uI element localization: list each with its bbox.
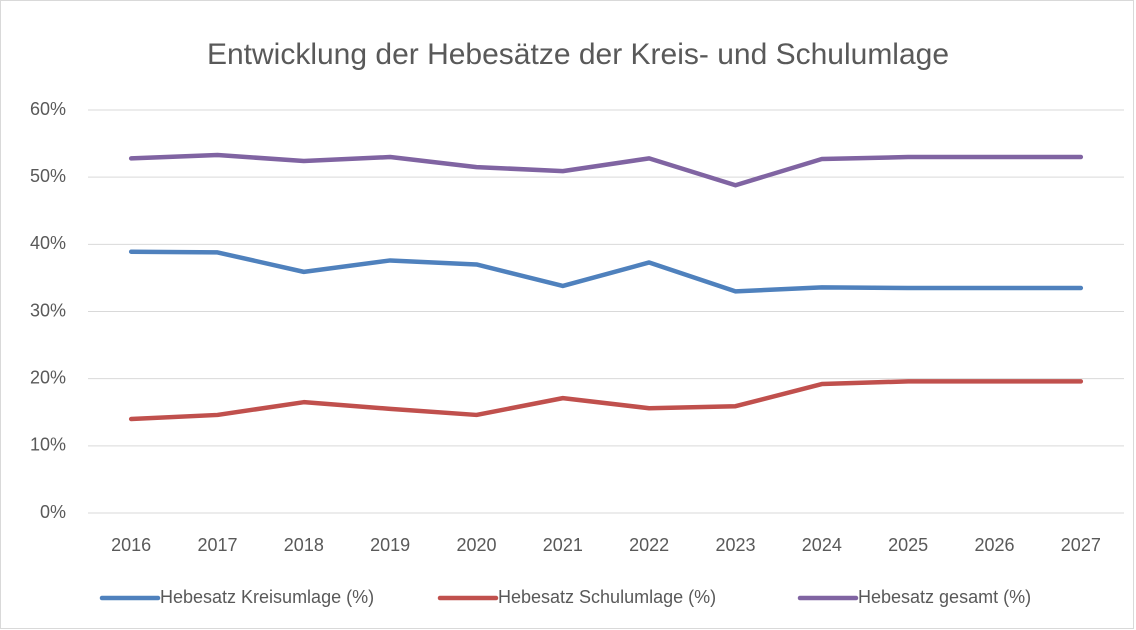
x-tick-label: 2026 [974,535,1014,555]
x-tick-label: 2019 [370,535,410,555]
legend-label: Hebesatz Kreisumlage (%) [160,587,374,607]
legend-label: Hebesatz Schulumlage (%) [498,587,716,607]
data-line [128,379,1084,422]
y-tick-label: 20% [30,367,66,387]
x-tick-label: 2023 [715,535,755,555]
x-tick-label: 2024 [802,535,842,555]
y-tick-label: 0% [40,502,66,522]
x-tick-label: 2021 [543,535,583,555]
chart-title: Entwicklung der Hebesätze der Kreis- und… [207,38,949,71]
x-tick-label: 2018 [284,535,324,555]
data-line [128,249,1084,294]
x-tick-label: 2017 [197,535,237,555]
x-tick-label: 2022 [629,535,669,555]
y-tick-label: 30% [30,300,66,320]
y-tick-label: 60% [30,99,66,119]
x-tick-label: 2025 [888,535,928,555]
data-line [128,152,1084,188]
x-tick-label: 2027 [1061,535,1101,555]
x-tick-label: 2020 [456,535,496,555]
y-tick-label: 40% [30,233,66,253]
x-tick-label: 2016 [111,535,151,555]
y-tick-label: 10% [30,435,66,455]
y-tick-label: 50% [30,166,66,186]
legend-label: Hebesatz gesamt (%) [858,587,1031,607]
